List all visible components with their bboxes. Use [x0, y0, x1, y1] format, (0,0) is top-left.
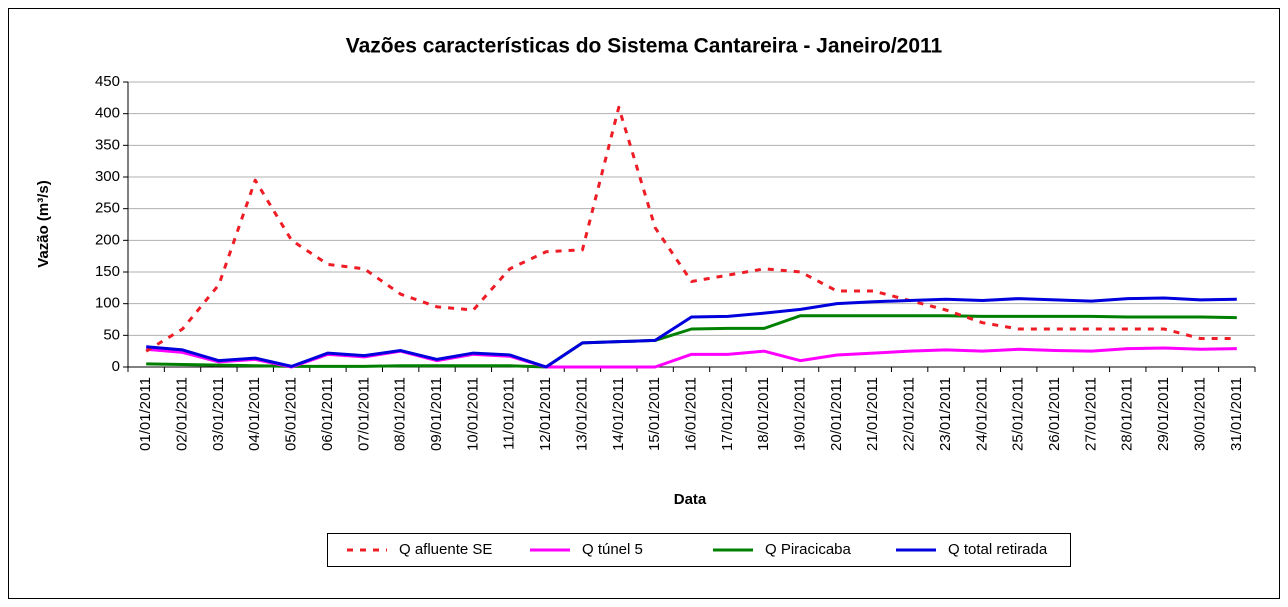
x-tick-label: 05/01/2011: [283, 377, 300, 451]
x-tick-label: 01/01/2011: [137, 377, 154, 451]
x-tick-label: 31/01/2011: [1228, 377, 1245, 451]
x-tick-label: 20/01/2011: [828, 377, 845, 451]
x-tick-label: 24/01/2011: [973, 377, 990, 451]
x-tick-label: 25/01/2011: [1010, 377, 1027, 451]
x-tick-label: 12/01/2011: [537, 377, 554, 451]
x-tick-label: 06/01/2011: [319, 377, 336, 451]
y-tick-label: 150: [95, 263, 120, 280]
y-tick-label: 50: [103, 326, 120, 343]
legend-label: Q total retirada: [948, 541, 1048, 558]
x-tick-label: 13/01/2011: [573, 377, 590, 451]
x-tick-label: 09/01/2011: [428, 377, 445, 451]
x-tick-label: 03/01/2011: [210, 377, 227, 451]
y-tick-label: 250: [95, 200, 120, 217]
y-tick-label: 450: [95, 73, 120, 90]
x-tick-label: 02/01/2011: [174, 377, 191, 451]
x-tick-label: 21/01/2011: [864, 377, 881, 451]
chart-title: Vazões características do Sistema Cantar…: [346, 35, 943, 58]
x-tick-label: 10/01/2011: [464, 377, 481, 451]
x-axis-title: Data: [674, 491, 707, 508]
y-tick-label: 200: [95, 231, 120, 248]
y-axis-title: Vazão (m³/s): [35, 180, 52, 268]
x-tick-label: 16/01/2011: [682, 377, 699, 451]
legend-label: Q afluente SE: [399, 541, 492, 558]
x-tick-label: 14/01/2011: [610, 377, 627, 451]
x-tick-label: 22/01/2011: [901, 377, 918, 451]
x-tick-label: 18/01/2011: [755, 377, 772, 451]
y-tick-label: 350: [95, 136, 120, 153]
legend-box: [327, 533, 1071, 567]
y-tick-label: 100: [95, 295, 120, 312]
x-tick-label: 30/01/2011: [1191, 377, 1208, 451]
series-line: [146, 314, 1237, 369]
y-tick-label: 0: [112, 358, 120, 375]
x-tick-label: 07/01/2011: [355, 377, 372, 451]
x-tick-label: 08/01/2011: [392, 377, 409, 451]
legend-label: Q Piracicaba: [765, 541, 852, 558]
series-line: [145, 105, 1237, 353]
x-tick-label: 27/01/2011: [1082, 377, 1099, 451]
x-tick-label: 04/01/2011: [246, 377, 263, 451]
x-tick-label: 26/01/2011: [1046, 377, 1063, 451]
x-tick-label: 28/01/2011: [1119, 377, 1136, 451]
y-tick-label: 300: [95, 168, 120, 185]
series-line: [146, 296, 1237, 369]
x-tick-label: 11/01/2011: [501, 377, 518, 450]
x-tick-label: 17/01/2011: [719, 377, 736, 451]
legend-label: Q túnel 5: [582, 541, 643, 558]
x-tick-label: 15/01/2011: [646, 377, 663, 451]
x-tick-label: 19/01/2011: [792, 377, 809, 451]
x-tick-label: 29/01/2011: [1155, 377, 1172, 451]
x-tick-label: 23/01/2011: [937, 377, 954, 451]
y-tick-label: 400: [95, 105, 120, 122]
